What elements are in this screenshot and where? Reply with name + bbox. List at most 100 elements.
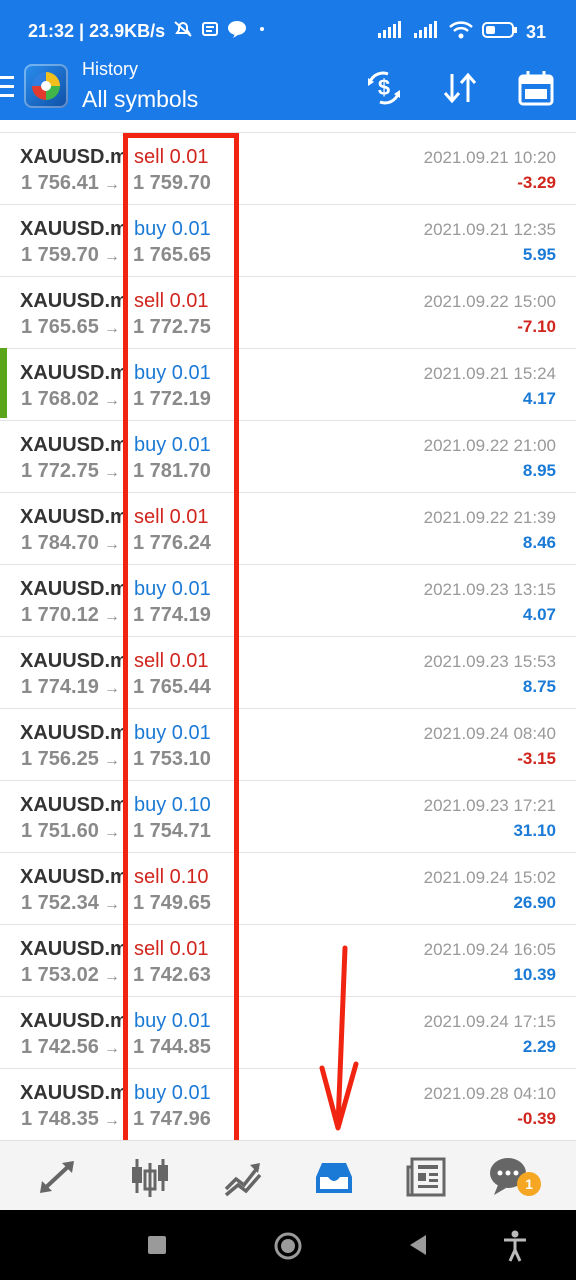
trade-time: 2021.09.21 10:20 [423, 148, 556, 167]
open-price: 1 752.34 [21, 892, 99, 914]
symbol-filter[interactable]: All symbols [82, 86, 199, 112]
trade-row[interactable]: XAUUSD.mt sell 0.01 1 765.65 → 1 772.75 2021.… [0, 276, 576, 349]
annotation-arrow [319, 945, 359, 1131]
sort-icon[interactable] [440, 68, 480, 108]
trade-time: 2021.09.24 15:02 [423, 868, 556, 887]
trade-prices: 1 768.02 → 1 772.19 [21, 388, 211, 411]
trade-row[interactable]: XAUUSD.mt buy 0.01 1 748.35 → 1 747.96 2021.0… [0, 1068, 576, 1140]
open-price: 1 742.56 [21, 1036, 99, 1058]
history-list[interactable]: XAUUSD.mt sell 0.01 1 756.41 → 1 759.70 2021.… [0, 120, 576, 1140]
trade-type-lot: buy 0.01 [134, 722, 211, 744]
trade-time: 2021.09.24 16:05 [423, 940, 556, 959]
history-icon[interactable] [312, 1155, 356, 1199]
trade-type-lot: buy 0.01 [134, 362, 211, 384]
trade-time: 2021.09.24 08:40 [423, 724, 556, 743]
app-logo [24, 64, 68, 108]
trade-symbol: XAUUSD.mt [20, 434, 128, 456]
signal-icon [376, 21, 404, 44]
trade-row[interactable]: XAUUSD.mt sell 0.01 1 753.02 → 1 742.63 2021.… [0, 924, 576, 997]
trade-row[interactable]: XAUUSD.mt sell 0.01 1 756.41 → 1 759.70 2021.… [0, 132, 576, 205]
arrow-right-icon: → [103, 896, 120, 913]
trade-time: 2021.09.21 15:24 [423, 364, 556, 383]
trade-icon[interactable] [220, 1155, 264, 1199]
trade-profit: 10.39 [513, 965, 556, 984]
bottom-navigation [0, 1140, 576, 1211]
close-price: 1 754.71 [133, 820, 211, 842]
trade-row[interactable]: XAUUSD.mt buy 0.01 1 770.12 → 1 774.19 2021.0… [0, 564, 576, 637]
status-left: 21:32 | 23.9KB/s [28, 20, 269, 43]
recents-button[interactable] [148, 1236, 166, 1254]
open-price: 1 753.02 [21, 964, 99, 986]
trade-row[interactable]: XAUUSD.mt sell 0.01 1 774.19 → 1 765.44 2021.… [0, 636, 576, 709]
trade-type-lot: sell 0.01 [134, 506, 209, 528]
status-right: 31 [376, 20, 546, 45]
close-price: 1 781.70 [133, 460, 211, 482]
trade-symbol: XAUUSD.mt [20, 794, 128, 816]
calendar-icon[interactable] [516, 68, 556, 108]
close-price: 1 753.10 [133, 748, 211, 770]
wifi-icon [448, 20, 474, 45]
trade-type-lot: sell 0.01 [134, 938, 209, 960]
menu-icon[interactable] [0, 76, 14, 102]
arrow-right-icon: → [103, 1112, 120, 1129]
trade-prices: 1 774.19 → 1 765.44 [21, 676, 211, 699]
status-bar: 21:32 | 23.9KB/s 31 [0, 0, 576, 62]
close-price: 1 774.19 [133, 604, 211, 626]
trade-symbol: XAUUSD.mt [20, 866, 128, 888]
trade-time: 2021.09.22 15:00 [423, 292, 556, 311]
arrow-right-icon: → [103, 968, 120, 985]
trade-prices: 1 759.70 → 1 765.65 [21, 244, 211, 267]
open-price: 1 765.65 [21, 316, 99, 338]
trade-symbol: XAUUSD.mt [20, 506, 128, 528]
close-price: 1 749.65 [133, 892, 211, 914]
news-icon[interactable] [404, 1155, 448, 1199]
trade-profit: 2.29 [522, 1037, 556, 1056]
trade-prices: 1 748.35 → 1 747.96 [21, 1108, 211, 1131]
close-price: 1 744.85 [133, 1036, 211, 1058]
close-price: 1 765.65 [133, 244, 211, 266]
trade-symbol: XAUUSD.mt [20, 290, 128, 312]
open-price: 1 770.12 [21, 604, 99, 626]
chart-icon[interactable] [128, 1155, 172, 1199]
trade-profit: -3.15 [517, 749, 556, 768]
trade-type-lot: buy 0.01 [134, 1082, 211, 1104]
trade-profit: 5.95 [522, 245, 556, 264]
open-price: 1 784.70 [21, 532, 99, 554]
home-button[interactable] [274, 1232, 302, 1260]
trade-row[interactable]: XAUUSD.mt buy 0.01 1 772.75 → 1 781.70 2021.0… [0, 420, 576, 493]
trade-symbol: XAUUSD.mt [20, 1010, 128, 1032]
currency-switch-icon[interactable]: $ [364, 68, 404, 108]
arrow-right-icon: → [103, 824, 120, 841]
system-navigation [0, 1210, 576, 1280]
arrow-right-icon: → [103, 608, 120, 625]
open-price: 1 772.75 [21, 460, 99, 482]
trade-type-lot: buy 0.01 [134, 578, 211, 600]
arrow-right-icon: → [103, 176, 120, 193]
trade-time: 2021.09.21 12:35 [423, 220, 556, 239]
trade-prices: 1 765.65 → 1 772.75 [21, 316, 211, 339]
trade-row[interactable]: XAUUSD.mt buy 0.10 1 751.60 → 1 754.71 2021.0… [0, 780, 576, 853]
arrow-right-icon: → [103, 464, 120, 481]
trade-time: 2021.09.23 13:15 [423, 580, 556, 599]
close-price: 1 742.63 [133, 964, 211, 986]
trade-profit: 8.75 [522, 677, 556, 696]
trade-row[interactable]: XAUUSD.mt buy 0.01 1 756.25 → 1 753.10 2021.0… [0, 708, 576, 781]
mute-icon [173, 20, 193, 43]
trade-profit: -0.39 [517, 1109, 556, 1128]
quotes-icon[interactable] [36, 1155, 80, 1199]
trade-symbol: XAUUSD.mt [20, 938, 128, 960]
trade-prices: 1 756.25 → 1 753.10 [21, 748, 211, 771]
open-price: 1 759.70 [21, 244, 99, 266]
trade-time: 2021.09.23 15:53 [423, 652, 556, 671]
trade-time: 2021.09.22 21:00 [423, 436, 556, 455]
trade-row[interactable]: XAUUSD.mt sell 0.10 1 752.34 → 1 749.65 2021.… [0, 852, 576, 925]
trade-row[interactable]: XAUUSD.mt buy 0.01 1 742.56 → 1 744.85 2021.0… [0, 996, 576, 1069]
trade-profit: -7.10 [517, 317, 556, 336]
trade-row[interactable]: XAUUSD.mt sell 0.01 1 784.70 → 1 776.24 2021.… [0, 492, 576, 565]
trade-prices: 1 784.70 → 1 776.24 [21, 532, 211, 555]
trade-row[interactable]: XAUUSD.mt buy 0.01 1 768.02 → 1 772.19 2021.0… [0, 348, 576, 421]
back-button[interactable] [408, 1234, 428, 1256]
message-icon [201, 20, 219, 43]
accessibility-button[interactable] [502, 1230, 528, 1262]
trade-row[interactable]: XAUUSD.mt buy 0.01 1 759.70 → 1 765.65 2021.0… [0, 204, 576, 277]
